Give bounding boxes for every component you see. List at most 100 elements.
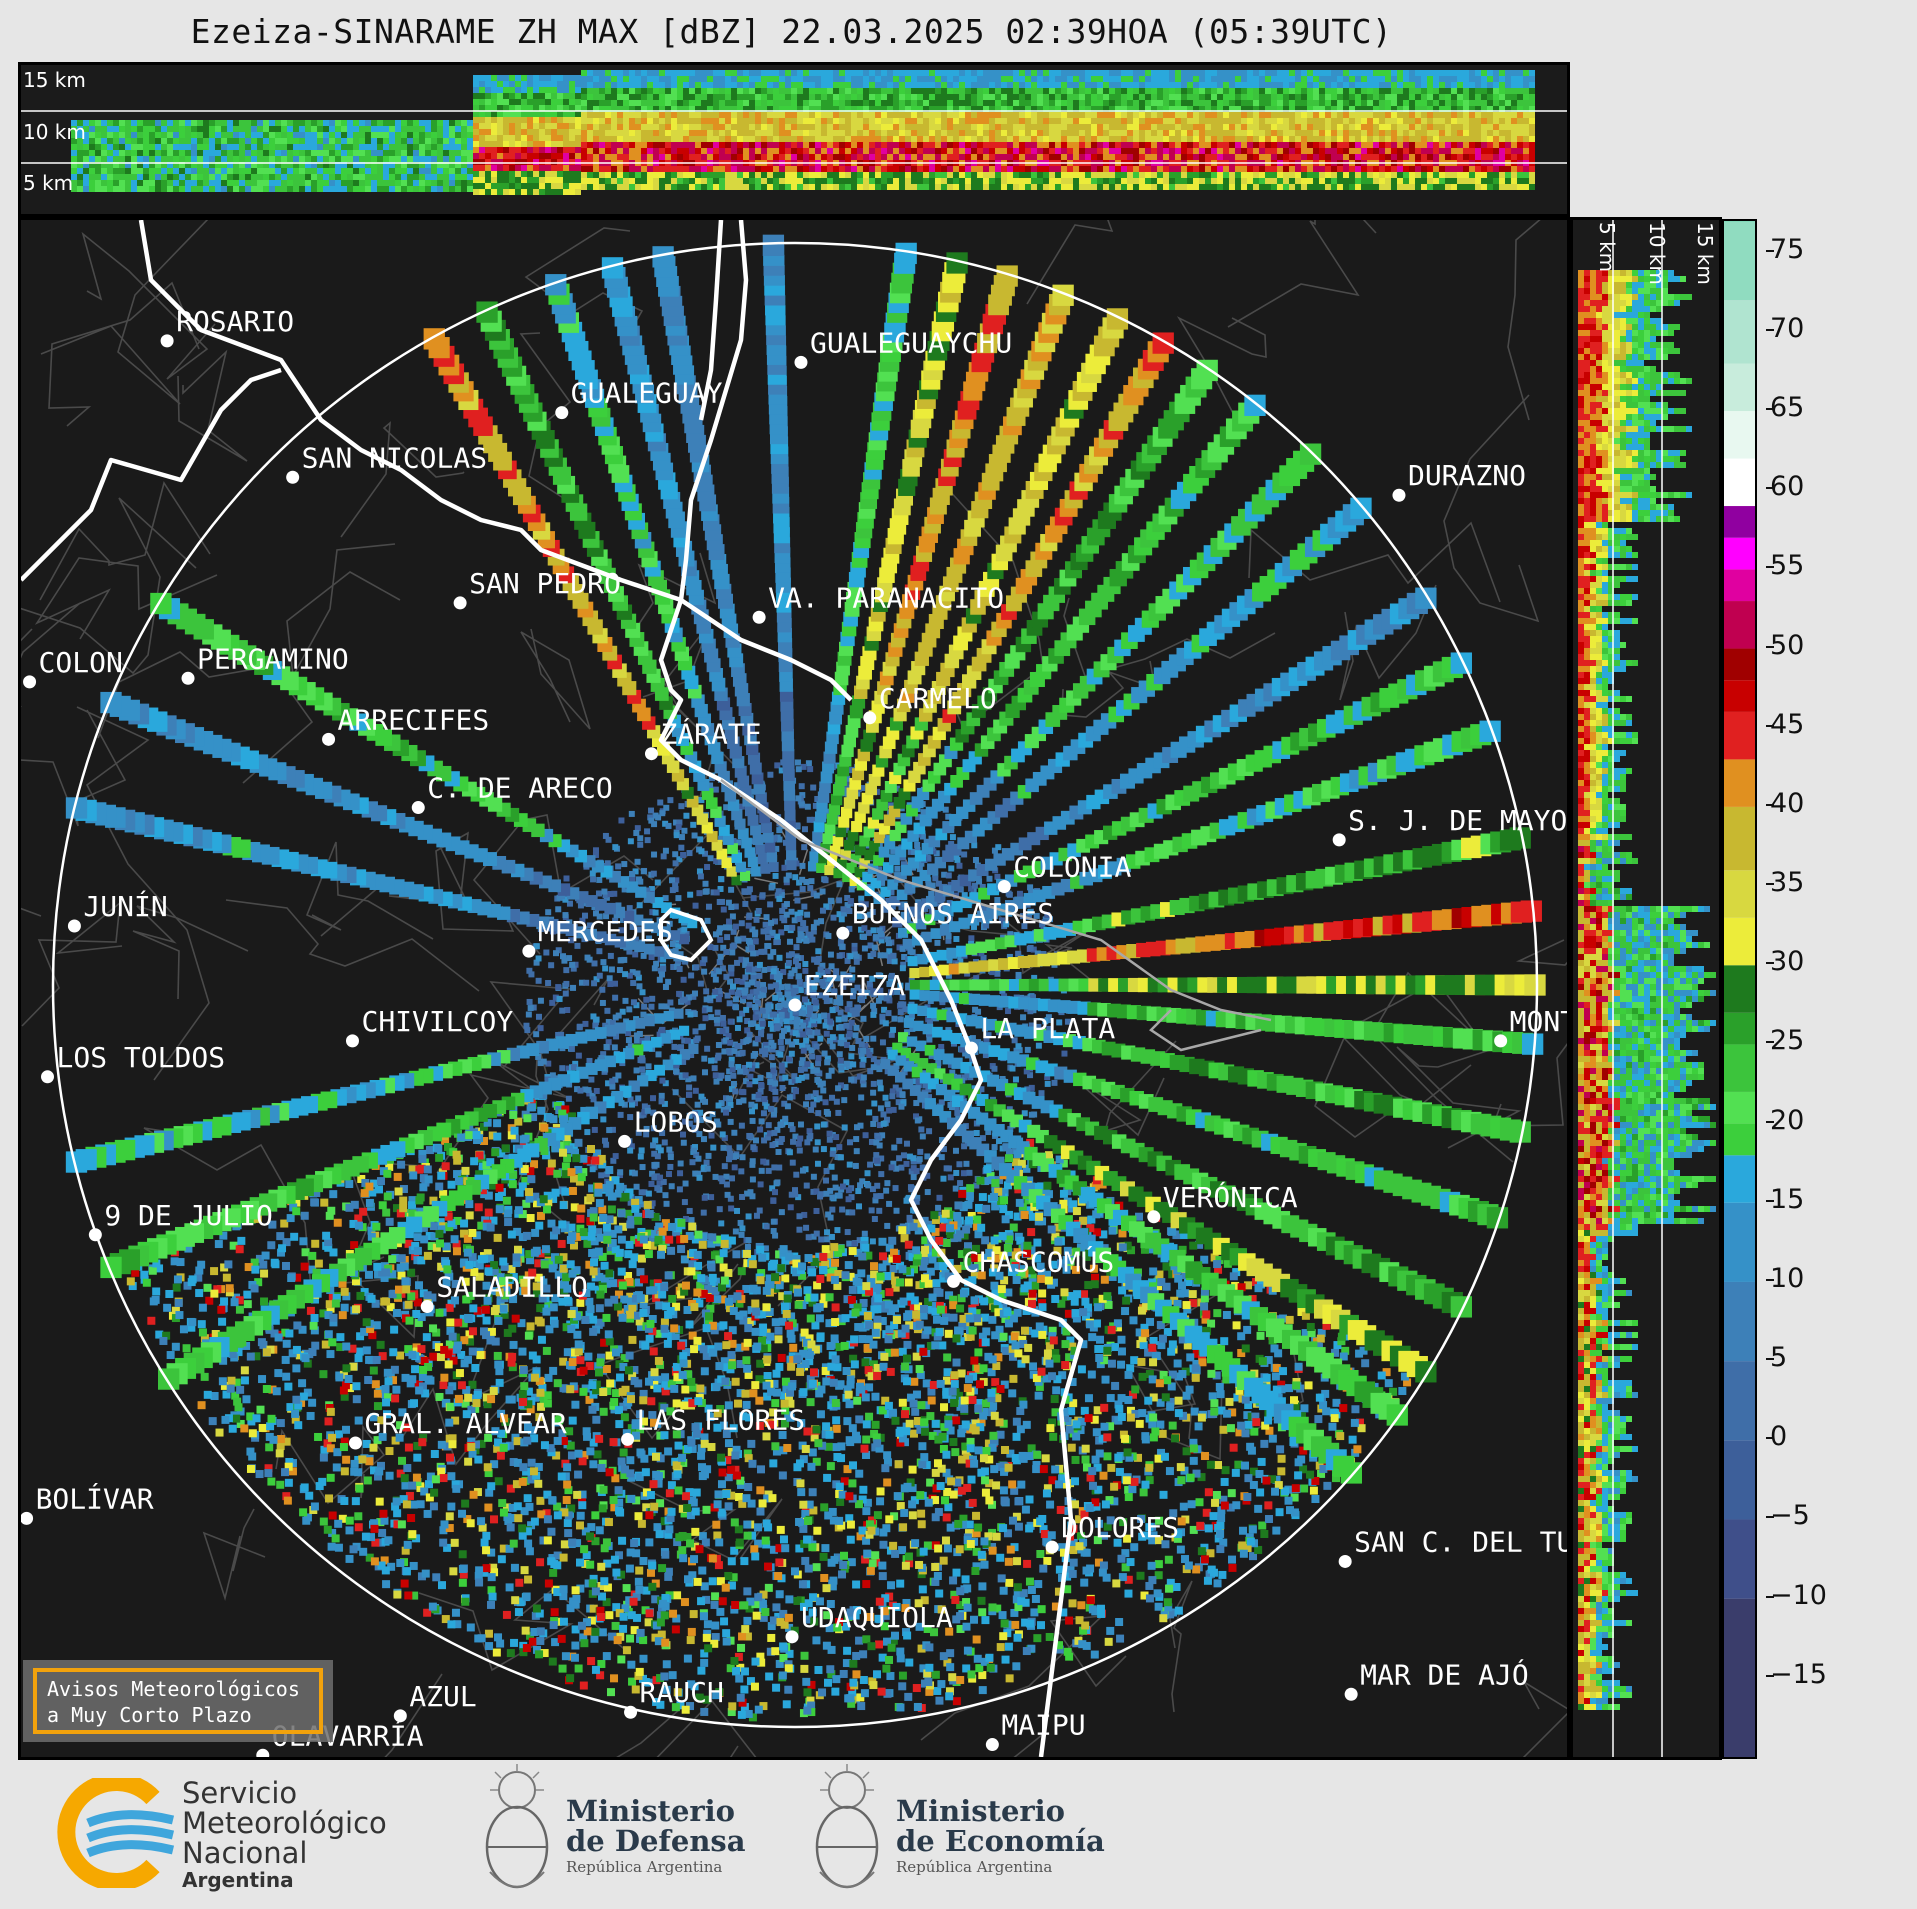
side-height-label-5km: 5 km bbox=[1595, 222, 1619, 273]
side-height-label-15km: 15 km bbox=[1693, 222, 1717, 285]
city-marker[interactable]: CARMELO bbox=[863, 682, 997, 725]
city-marker[interactable]: UDAQUIOLA bbox=[785, 1601, 953, 1644]
city-marker[interactable]: BUENOS AIRES bbox=[836, 897, 1054, 940]
city-dot bbox=[946, 1274, 960, 1288]
economia-line-2: de Economía bbox=[896, 1824, 1105, 1858]
city-marker[interactable]: COLON bbox=[23, 646, 123, 689]
colorbar-tick-label: 15 bbox=[1765, 1183, 1805, 1215]
city-dot bbox=[997, 880, 1011, 894]
city-marker[interactable]: VA. PARANACITO bbox=[752, 581, 1005, 624]
city-marker[interactable]: SAN PEDRO bbox=[453, 567, 621, 610]
city-marker[interactable]: DURAZNO bbox=[1392, 459, 1526, 502]
city-marker[interactable]: CHIVILCOY bbox=[345, 1005, 513, 1048]
city-label: BOLÍVAR bbox=[36, 1481, 154, 1515]
city-marker[interactable]: LAS FLORES bbox=[621, 1403, 805, 1446]
city-marker[interactable]: MERCEDES bbox=[522, 915, 673, 958]
city-dot bbox=[41, 1070, 54, 1084]
city-dot bbox=[1338, 1554, 1352, 1568]
city-label: ARRECIFES bbox=[338, 703, 490, 736]
city-dot bbox=[67, 919, 81, 933]
city-marker[interactable]: MAR DE AJÓ bbox=[1344, 1657, 1529, 1701]
radar-map-panel[interactable]: ROSARIO GUALEGUAYCHU GUALEGUAY SAN NICOLAS D… bbox=[18, 217, 1570, 1760]
radar-map[interactable]: ROSARIO GUALEGUAYCHU GUALEGUAY SAN NICOLAS D… bbox=[21, 220, 1567, 1757]
city-dot bbox=[964, 1041, 978, 1055]
city-marker[interactable]: PERGAMINO bbox=[181, 642, 349, 685]
side-cross-section bbox=[1578, 220, 1716, 1757]
economia-coat-of-arms-icon bbox=[815, 1764, 879, 1889]
city-dot bbox=[621, 1432, 635, 1446]
smn-line-2: Meteorológico bbox=[182, 1806, 387, 1840]
city-marker[interactable]: AZUL bbox=[393, 1680, 477, 1723]
city-marker[interactable]: COLONIA bbox=[997, 851, 1132, 894]
city-marker[interactable]: C. DE ARECO bbox=[411, 772, 613, 815]
city-dot bbox=[88, 1228, 102, 1242]
top-cross-section-echoes bbox=[71, 70, 1535, 195]
defensa-logo-text: Ministerio de Defensa República Argentin… bbox=[566, 1796, 746, 1878]
city-marker[interactable]: BOLÍVAR bbox=[21, 1481, 154, 1525]
warning-line-1: Avisos Meteorológicos bbox=[47, 1677, 300, 1701]
colorbar-tick-label: −15 bbox=[1766, 1658, 1827, 1690]
city-marker[interactable]: GUALEGUAYCHU bbox=[794, 326, 1012, 369]
colorbar-tick-label: 40 bbox=[1765, 787, 1805, 819]
colorbar-tick-label: −10 bbox=[1766, 1579, 1827, 1611]
warning-box[interactable]: Avisos Meteorológicos a Muy Corto Plazo bbox=[23, 1660, 333, 1742]
city-dot bbox=[348, 1436, 362, 1450]
city-dot bbox=[522, 944, 536, 958]
city-dot bbox=[181, 671, 195, 685]
city-dot bbox=[1045, 1540, 1059, 1554]
colorbar-tick-label: −5 bbox=[1766, 1500, 1810, 1532]
colorbar-tick-label: 75 bbox=[1765, 233, 1805, 265]
city-marker[interactable]: SAN NICOLAS bbox=[286, 441, 487, 484]
city-marker[interactable]: SALADILLO bbox=[420, 1271, 588, 1314]
city-label: VERÓNICA bbox=[1163, 1180, 1298, 1214]
city-marker[interactable]: 9 DE JULIO bbox=[88, 1199, 273, 1242]
city-marker[interactable]: LOS TOLDOS bbox=[41, 1041, 225, 1084]
city-marker[interactable]: S. J. DE MAYO bbox=[1332, 804, 1567, 847]
city-marker[interactable]: LA PLATA bbox=[964, 1012, 1116, 1055]
colorbar-tick-label: 55 bbox=[1765, 550, 1805, 582]
city-marker[interactable]: MAIPU bbox=[985, 1709, 1086, 1752]
city-label: SAN C. DEL TUYÚ bbox=[1354, 1524, 1567, 1558]
city-marker[interactable]: GRAL. ALVEAR bbox=[348, 1407, 567, 1450]
defensa-line-1: Ministerio bbox=[566, 1794, 736, 1828]
city-marker[interactable]: DOLORES bbox=[1045, 1511, 1180, 1554]
city-label: MONTEVIDEO bbox=[1510, 1005, 1567, 1038]
colorbar-tick-label: 60 bbox=[1765, 471, 1805, 503]
city-label: LA PLATA bbox=[980, 1012, 1115, 1045]
smn-logo-icon bbox=[57, 1778, 175, 1888]
smn-line-3: Nacional bbox=[182, 1836, 308, 1870]
height-label-5km: 5 km bbox=[23, 171, 74, 195]
colorbar-tick-label: 10 bbox=[1765, 1262, 1805, 1294]
city-marker[interactable]: ROSARIO bbox=[160, 305, 295, 348]
city-dot bbox=[1494, 1034, 1508, 1048]
reflectivity-echoes bbox=[65, 234, 1546, 1722]
city-marker[interactable]: EZEIZA bbox=[788, 969, 906, 1012]
side-height-label-10km: 10 km bbox=[1645, 222, 1669, 285]
city-label: RAUCH bbox=[640, 1676, 724, 1709]
city-label: S. J. DE MAYO bbox=[1348, 804, 1567, 837]
city-markers: ROSARIO GUALEGUAYCHU GUALEGUAY SAN NICOLAS D… bbox=[21, 305, 1567, 1757]
city-marker[interactable]: ARRECIFES bbox=[322, 703, 489, 746]
city-dot bbox=[624, 1705, 638, 1719]
city-label: JUNÍN bbox=[83, 889, 167, 923]
city-dot bbox=[644, 747, 658, 761]
city-marker[interactable]: MONTEVIDEO bbox=[1494, 1005, 1567, 1048]
city-marker[interactable]: VERÓNICA bbox=[1147, 1180, 1298, 1224]
city-label: DOLORES bbox=[1061, 1511, 1179, 1544]
city-marker[interactable]: GUALEGUAY bbox=[555, 377, 723, 420]
city-marker[interactable]: SAN C. DEL TUYÚ bbox=[1338, 1524, 1567, 1568]
city-marker[interactable]: RAUCH bbox=[624, 1676, 724, 1719]
warning-line-2: a Muy Corto Plazo bbox=[47, 1703, 252, 1727]
colorbar-tick-label: 30 bbox=[1765, 946, 1805, 978]
colorbar-tick-label: 20 bbox=[1765, 1104, 1805, 1136]
city-marker[interactable]: ZÁRATE bbox=[644, 717, 762, 761]
defensa-coat-of-arms-icon bbox=[485, 1764, 549, 1889]
economia-line-1: Ministerio bbox=[896, 1794, 1066, 1828]
city-marker[interactable]: LOBOS bbox=[618, 1105, 718, 1148]
city-marker[interactable]: CHASCOMÚS bbox=[946, 1244, 1114, 1288]
map-title: Ezeiza-SINARAME ZH MAX [dBZ] 22.03.2025 … bbox=[190, 12, 1393, 51]
city-marker[interactable]: JUNÍN bbox=[67, 889, 168, 933]
height-label-15km: 15 km bbox=[23, 68, 86, 92]
city-dot bbox=[393, 1709, 407, 1723]
city-dot bbox=[1344, 1687, 1358, 1701]
